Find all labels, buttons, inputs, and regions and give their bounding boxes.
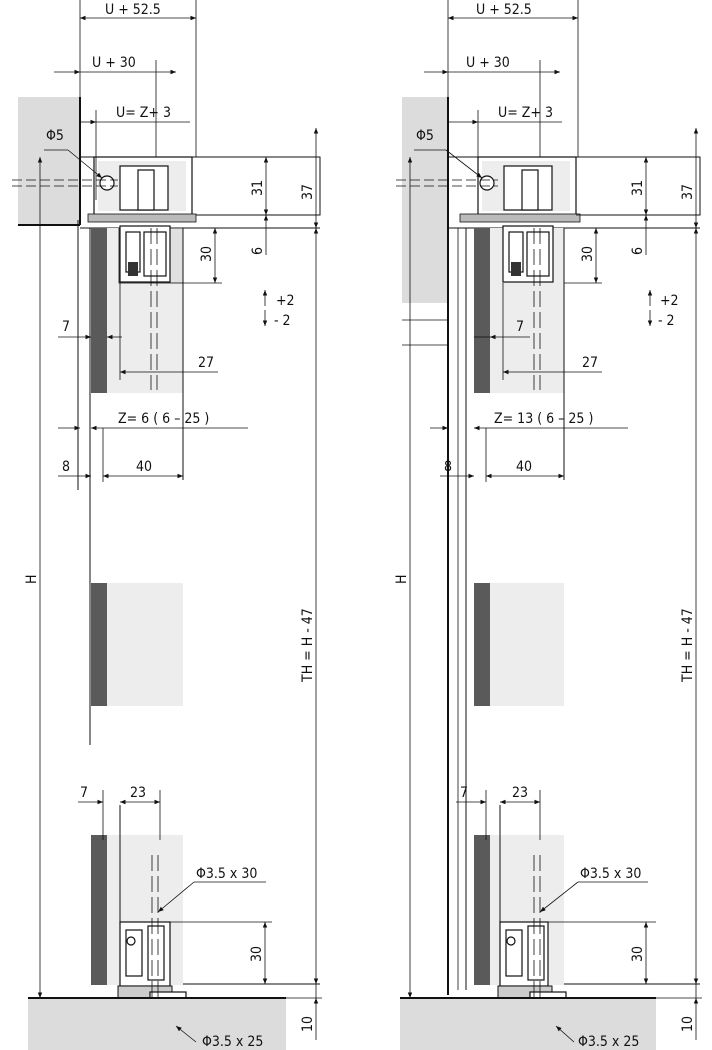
dim-z: Z= 13 ( 6 – 25 ) <box>494 411 593 427</box>
adj-minus: - 2 <box>274 313 291 329</box>
dim-u-plus-30: U + 30 <box>466 55 510 71</box>
dim-27: 27 <box>582 355 598 371</box>
dim-h: H <box>24 575 40 584</box>
dim-23: 23 <box>130 785 146 801</box>
adj-plus: +2 <box>276 293 295 309</box>
dim-31: 31 <box>630 180 646 196</box>
dim-6: 6 <box>630 247 646 255</box>
dim-6: 6 <box>250 247 266 255</box>
wall-block <box>18 97 80 225</box>
glass-panel-mid <box>91 583 107 706</box>
glass-panel-bottom <box>91 835 107 985</box>
dim-27: 27 <box>198 355 214 371</box>
dim-10: 10 <box>680 1016 696 1032</box>
right-view: U + 52.5 U + 30 U= Z+ 3 Φ5 31 37 30 6 +2… <box>394 0 702 1050</box>
hanger-carriage <box>119 225 171 283</box>
hanger-carriage <box>502 225 554 283</box>
dim-u-plus-52-5: U + 52.5 <box>105 2 161 18</box>
dim-8: 8 <box>444 459 452 475</box>
dim-23: 23 <box>512 785 528 801</box>
label-screw-30: Φ3.5 x 30 <box>580 866 641 882</box>
dim-phi5: Φ5 <box>416 128 434 144</box>
adj-plus: +2 <box>660 293 679 309</box>
adj-minus: - 2 <box>658 313 675 329</box>
left-view: U + 52.5 U + 30 U= Z+ 3 Φ5 31 37 30 6 +2… <box>12 0 322 1050</box>
dim-7-mid: 7 <box>62 319 70 335</box>
dim-7-bot: 7 <box>80 785 88 801</box>
floor <box>400 998 656 1050</box>
dim-th: TH = H - 47 <box>300 608 316 683</box>
dim-40: 40 <box>516 459 532 475</box>
top-rail-profile <box>459 156 701 223</box>
label-screw-25: Φ3.5 x 25 <box>202 1034 263 1050</box>
glass-panel-top <box>474 228 490 393</box>
glass-panel-top <box>91 228 107 393</box>
bottom-guide <box>117 921 187 1001</box>
dim-30-bot: 30 <box>249 946 265 962</box>
dim-h: H <box>394 575 410 584</box>
dim-40: 40 <box>136 459 152 475</box>
floor <box>28 998 286 1050</box>
dim-th: TH = H - 47 <box>680 608 696 683</box>
glass-panel-bottom <box>474 835 490 985</box>
dim-10: 10 <box>300 1016 316 1032</box>
dim-z: Z= 6 ( 6 – 25 ) <box>118 411 209 427</box>
dim-37: 37 <box>300 184 316 200</box>
screw-icon <box>99 175 115 191</box>
dim-37: 37 <box>680 184 696 200</box>
top-rail-profile <box>87 156 321 223</box>
dim-u-eq-z-plus-3: U= Z+ 3 <box>116 105 171 121</box>
dim-7-mid: 7 <box>516 319 524 335</box>
label-screw-30: Φ3.5 x 30 <box>196 866 257 882</box>
dim-u-eq-z-plus-3: U= Z+ 3 <box>498 105 553 121</box>
dim-u-plus-52-5: U + 52.5 <box>476 2 532 18</box>
dim-7-bot: 7 <box>460 785 468 801</box>
screw-icon <box>479 175 495 191</box>
dim-31: 31 <box>250 180 266 196</box>
dim-30-bot: 30 <box>630 946 646 962</box>
glass-panel-mid <box>474 583 490 706</box>
dim-8: 8 <box>62 459 70 475</box>
dim-u-plus-30: U + 30 <box>92 55 136 71</box>
dim-30-top: 30 <box>199 246 215 262</box>
label-screw-25: Φ3.5 x 25 <box>578 1034 639 1050</box>
dim-30-top: 30 <box>580 246 596 262</box>
dim-phi5: Φ5 <box>46 128 64 144</box>
